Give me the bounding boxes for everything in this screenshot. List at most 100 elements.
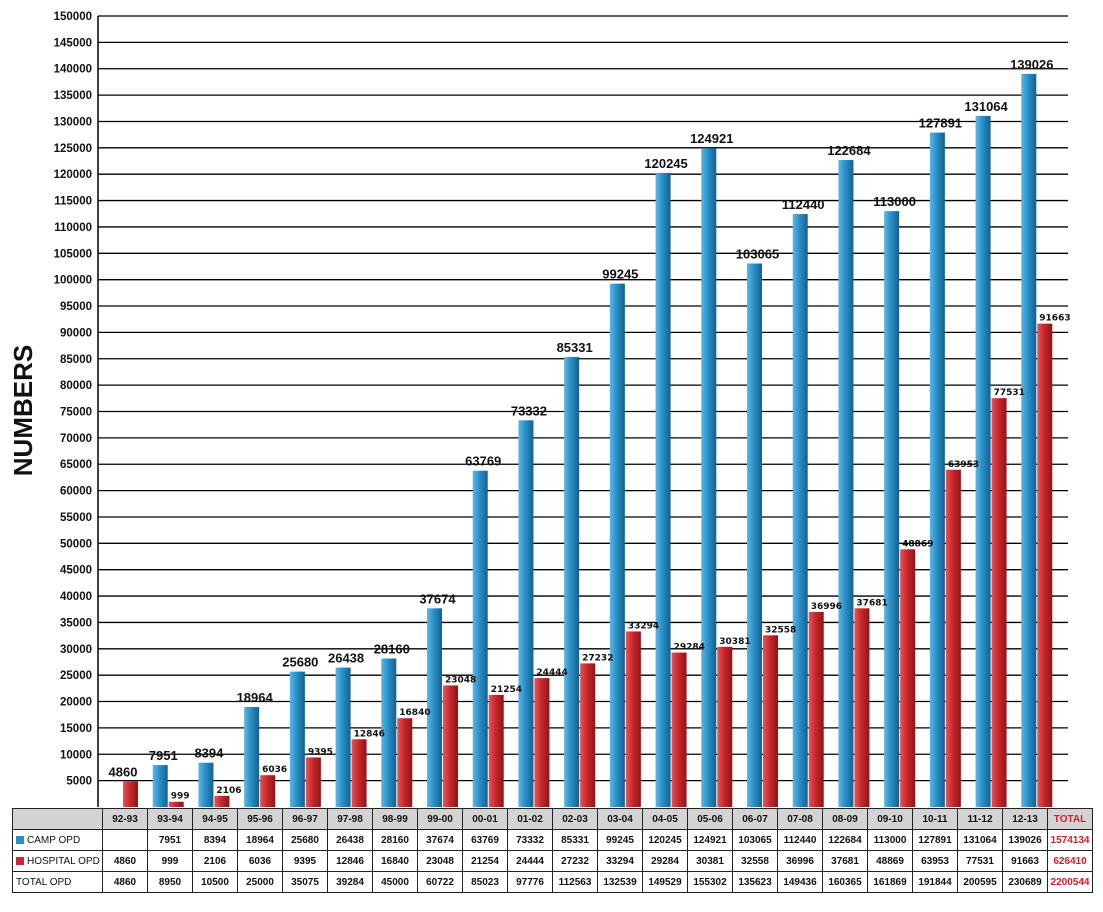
data-label-hospital: 32558 [765, 625, 796, 635]
table-cell: 39284 [327, 871, 373, 893]
table-cell: 23048 [417, 850, 463, 872]
table-cell: 7951 [147, 829, 193, 851]
data-label-hospital: 24444 [536, 668, 567, 678]
data-label-camp: 8394 [194, 746, 224, 761]
bar-camp-opd [152, 765, 168, 807]
table-row: CAMP OPD 7951 8394 18964 25680 26438 28160 3767… [12, 829, 1093, 851]
y-tick-label: 100000 [54, 275, 92, 287]
data-label-camp: 127891 [919, 116, 962, 131]
data-label-hospital: 37681 [856, 598, 887, 608]
data-label-hospital: 16840 [399, 708, 430, 718]
table-cell: 200595 [957, 871, 1003, 893]
bar-hospital-opd [351, 739, 367, 807]
y-tick-label: 45000 [60, 565, 92, 577]
data-label-camp: 99245 [602, 267, 638, 282]
data-label-camp: 112440 [782, 197, 825, 212]
table-cell: 139026 [1002, 829, 1048, 851]
table-cell: 191844 [912, 871, 958, 893]
table-cell: 33294 [597, 850, 643, 872]
y-tick-label: 5000 [66, 776, 92, 788]
data-label-camp: 18964 [237, 690, 274, 705]
table-cell: 85023 [462, 871, 508, 893]
table-cell: 999 [147, 850, 193, 872]
table-header-row: 92-93 93-94 94-95 95-96 96-97 97-98 98-99 99-00… [12, 808, 1093, 830]
table-category-cell: 03-04 [597, 808, 643, 830]
bar-hospital-opd [397, 718, 413, 807]
bar-camp-opd [975, 115, 991, 808]
bar-camp-opd [838, 160, 854, 807]
table-category-cell: 94-95 [192, 808, 238, 830]
table-category-cell: 96-97 [282, 808, 328, 830]
table-cell: 12846 [327, 850, 373, 872]
bar-camp-opd [609, 283, 625, 807]
data-label-camp: 139026 [1010, 57, 1053, 72]
table-cell: 28160 [372, 829, 418, 851]
bar-hospital-opd [488, 694, 504, 807]
data-label-hospital: 21254 [491, 685, 522, 695]
table-cell: 160365 [822, 871, 868, 893]
legend-swatch [16, 856, 24, 865]
y-tick-label: 75000 [60, 407, 92, 419]
table-cell: 85331 [552, 829, 598, 851]
table-cell: 16840 [372, 850, 418, 872]
y-tick-label: 65000 [60, 459, 92, 471]
table-cell: 8394 [192, 829, 238, 851]
y-tick-label: 135000 [54, 90, 92, 102]
bar-hospital-opd [991, 398, 1007, 807]
data-label-camp: 122684 [827, 143, 871, 158]
data-label-camp: 28160 [374, 642, 410, 657]
table-cell: 135623 [732, 871, 778, 893]
bar-camp-opd [381, 658, 397, 807]
y-tick-label: 115000 [54, 196, 92, 208]
y-tick-label: 90000 [60, 327, 92, 339]
bar-hospital-opd [808, 611, 824, 807]
table-total-cell: 2200544 [1047, 871, 1093, 893]
table-cell: 2106 [192, 850, 238, 872]
legend-label: TOTAL OPD [16, 876, 72, 888]
table-cell: 4860 [102, 871, 148, 893]
table-cell: 230689 [1002, 871, 1048, 893]
table-corner-cell [12, 808, 103, 830]
table-cell: 45000 [372, 871, 418, 893]
bar-hospital-opd [123, 781, 138, 807]
y-tick-label: 80000 [60, 380, 92, 392]
table-cell: 32558 [732, 850, 778, 872]
table-cell: 4860 [102, 850, 148, 872]
data-label-hospital: 48869 [902, 539, 933, 549]
data-label-camp: 73332 [511, 403, 547, 418]
data-label-camp: 85331 [557, 340, 593, 355]
y-tick-label: 120000 [54, 169, 92, 181]
y-tick-label: 105000 [54, 248, 92, 260]
data-label-hospital: 9395 [308, 747, 333, 757]
data-label-camp: 26438 [328, 651, 364, 666]
y-tick-label: 50000 [60, 538, 92, 550]
y-tick-label: 140000 [54, 64, 92, 76]
table-category-cell: 95-96 [237, 808, 283, 830]
table-category-cell: 07-08 [777, 808, 823, 830]
table-cell: 10500 [192, 871, 238, 893]
table-cell: 63953 [912, 850, 958, 872]
bar-hospital-opd [945, 469, 961, 807]
table-row-label: TOTAL OPD [12, 871, 103, 893]
table-cell: 63769 [462, 829, 508, 851]
table-cell: 161869 [867, 871, 913, 893]
bar-camp-opd [518, 420, 534, 807]
table-cell: 120245 [642, 829, 688, 851]
data-label-hospital: 6036 [262, 765, 287, 775]
y-axis-ticks: 5000 10000 15000 20000 25000 30000 35000 40000 4… [54, 11, 92, 788]
table-category-cell: 97-98 [327, 808, 373, 830]
y-tick-label: 130000 [54, 116, 92, 128]
data-label-camp: 4860 [109, 764, 138, 779]
y-tick-label: 55000 [60, 512, 92, 524]
table-cell: 37674 [417, 829, 463, 851]
table-cell: 9395 [282, 850, 328, 872]
table-total-cell: 1574134 [1047, 829, 1093, 851]
table-cell: 36996 [777, 850, 823, 872]
y-tick-label: 35000 [60, 617, 92, 629]
bar-hospital-opd [168, 801, 184, 807]
bar-camp-opd [929, 132, 945, 807]
table-cell: 99245 [597, 829, 643, 851]
data-labels: 4860 7951 999 8394 2106 18964 6036 25680 9395 264… [109, 57, 1071, 802]
data-label-camp: 63769 [465, 454, 501, 469]
